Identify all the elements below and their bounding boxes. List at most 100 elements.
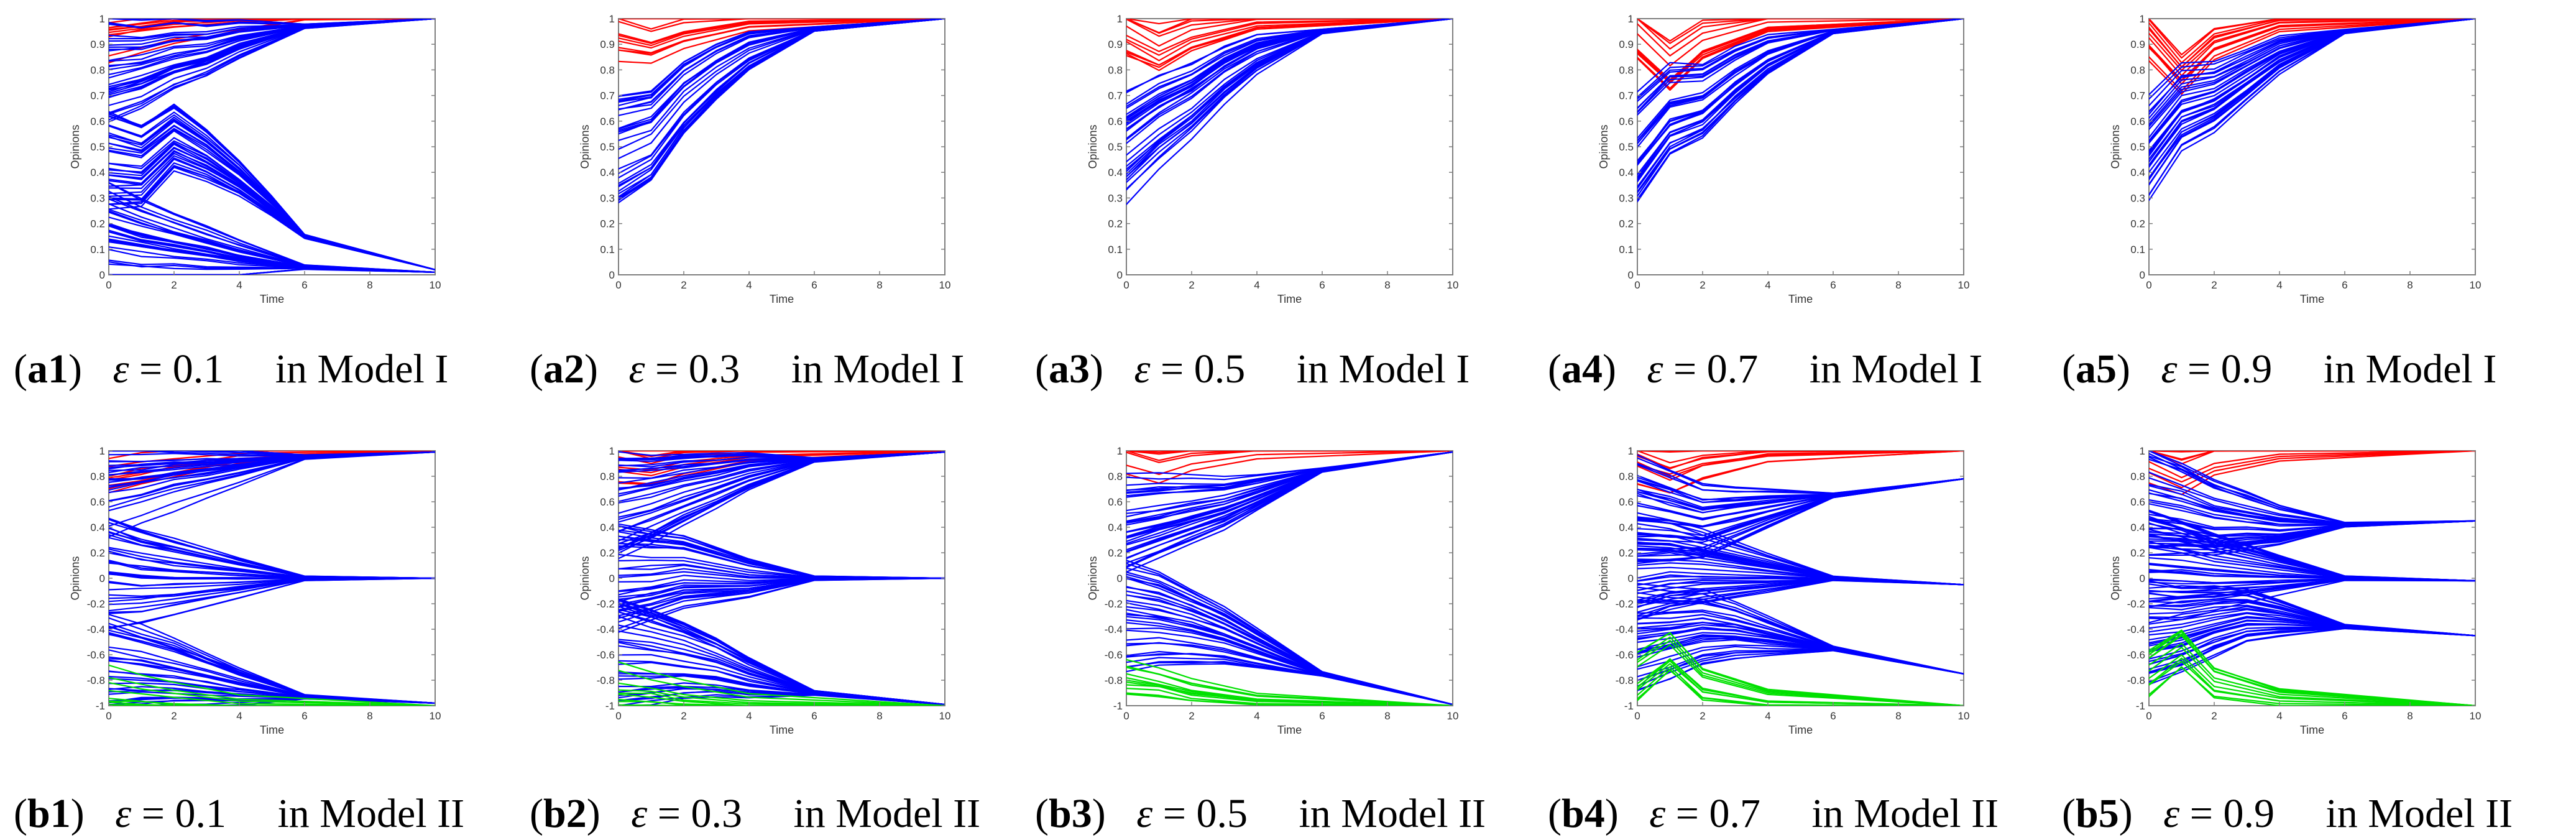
caption-close-paren: ) bbox=[1090, 346, 1134, 392]
caption-value: 0.3 bbox=[689, 346, 740, 392]
caption-suffix: in Model II bbox=[1760, 791, 1999, 836]
y-tick-label: -0.4 bbox=[597, 624, 615, 635]
trace-cluster-low bbox=[619, 675, 945, 706]
x-axis-label: Time bbox=[1277, 293, 1302, 305]
y-tick-label: 0 bbox=[609, 573, 615, 584]
x-tick-label: 6 bbox=[301, 710, 307, 722]
panel-a1: 00.10.20.30.40.50.60.70.80.910 2 4 6 8 10Time… bbox=[69, 13, 441, 305]
x-tick-label: 4 bbox=[236, 710, 242, 722]
trace-lower bbox=[2149, 633, 2475, 706]
y-tick-label: 0.5 bbox=[90, 141, 105, 153]
y-tick-label: 0.1 bbox=[1619, 244, 1634, 256]
y-tick-label: 0 bbox=[1117, 269, 1123, 281]
caption-value: 0.5 bbox=[1196, 791, 1248, 836]
y-tick-label: 0.8 bbox=[2130, 471, 2145, 482]
y-tick-label: 0.6 bbox=[600, 116, 615, 127]
trace-cluster-mid bbox=[1637, 566, 1964, 586]
y-tick-label: -0.6 bbox=[1105, 649, 1123, 661]
y-tick-label: 0.5 bbox=[1108, 141, 1123, 153]
trace-upper bbox=[2149, 19, 2475, 85]
y-tick-label: -0.8 bbox=[2127, 675, 2145, 686]
x-tick-label: 2 bbox=[2211, 279, 2217, 291]
panel-b1: -1-0.8-0.6-0.4-0.200.20.40.60.810 2 4 6 8 10T… bbox=[69, 445, 441, 736]
y-tick-label: 0.2 bbox=[600, 547, 615, 559]
y-tick-label: 1 bbox=[99, 13, 105, 25]
x-tick-label: 0 bbox=[615, 710, 621, 722]
trace-upper bbox=[1126, 19, 1453, 34]
trace-consensus bbox=[1637, 19, 1964, 190]
trace-cluster-high bbox=[109, 451, 435, 463]
y-tick-label: 0.4 bbox=[1619, 167, 1634, 178]
traces bbox=[2149, 451, 2475, 706]
y-tick-label: -0.8 bbox=[87, 675, 105, 686]
caption-equals: = bbox=[2179, 791, 2223, 836]
caption-label: a3 bbox=[1049, 346, 1090, 392]
traces bbox=[109, 19, 435, 275]
y-tick-label: 0.6 bbox=[90, 496, 105, 508]
trace-upper bbox=[1126, 19, 1453, 25]
x-tick-label: 4 bbox=[1765, 710, 1770, 722]
y-tick-label: 0 bbox=[2140, 573, 2145, 584]
caption-suffix: in Model II bbox=[742, 791, 980, 836]
caption-equals: = bbox=[129, 346, 172, 392]
caption-equals: = bbox=[1665, 791, 1709, 836]
y-axis-label: Opinions bbox=[579, 124, 591, 168]
y-tick-label: 0.8 bbox=[1108, 64, 1123, 76]
trace-upper bbox=[1126, 451, 1453, 453]
trace-upper bbox=[1126, 451, 1453, 455]
trace-upper bbox=[2149, 19, 2475, 72]
caption-epsilon: ε bbox=[631, 791, 647, 836]
trace-cluster-mid bbox=[1637, 542, 1964, 586]
x-tick-label: 8 bbox=[367, 279, 372, 291]
trace-upper bbox=[1126, 19, 1453, 62]
trace-upper bbox=[109, 451, 435, 468]
caption-value: 0.1 bbox=[175, 791, 226, 836]
trace-cluster-low bbox=[1126, 590, 1453, 706]
traces bbox=[1637, 19, 1964, 203]
caption-value: 0.3 bbox=[691, 791, 742, 836]
y-tick-label: 0.3 bbox=[1108, 192, 1123, 204]
y-axis-label: Opinions bbox=[579, 556, 591, 600]
y-tick-label: 0.4 bbox=[90, 522, 105, 533]
x-tick-label: 6 bbox=[811, 710, 817, 722]
trace-upper bbox=[619, 19, 945, 32]
x-tick-label: 8 bbox=[1384, 710, 1390, 722]
y-tick-label: 0.2 bbox=[1619, 547, 1634, 559]
y-tick-label: 0.3 bbox=[600, 192, 615, 204]
y-tick-label: 0.8 bbox=[1108, 471, 1123, 482]
y-tick-label: 0.5 bbox=[2130, 141, 2145, 153]
caption-epsilon: ε bbox=[628, 346, 645, 392]
x-tick-label: 8 bbox=[367, 710, 372, 722]
caption-b5: (b5) ε = 0.9 in Model II bbox=[2062, 791, 2513, 836]
caption-close-paren: ) bbox=[71, 791, 115, 836]
traces bbox=[109, 451, 435, 706]
y-tick-label: 0 bbox=[2140, 269, 2145, 281]
trace-upper bbox=[1126, 19, 1453, 37]
caption-open-paren: ( bbox=[530, 346, 543, 392]
y-tick-label: 0.5 bbox=[600, 141, 615, 153]
y-tick-label: 0.6 bbox=[600, 496, 615, 508]
x-tick-label: 8 bbox=[2407, 279, 2413, 291]
caption-b3: (b3) ε = 0.5 in Model II bbox=[1035, 791, 1486, 836]
caption-b1: (b1) ε = 0.1 in Model II bbox=[14, 791, 464, 836]
y-tick-label: -0.6 bbox=[1616, 649, 1634, 661]
y-tick-label: 0.8 bbox=[600, 64, 615, 76]
traces bbox=[1126, 451, 1453, 706]
x-tick-label: 6 bbox=[811, 279, 817, 291]
caption-label: b1 bbox=[27, 791, 71, 836]
panel-a2: 00.10.20.30.40.50.60.70.80.910 2 4 6 8 10Time… bbox=[579, 13, 950, 305]
trace-lower bbox=[1637, 632, 1964, 706]
plot-area bbox=[1637, 18, 1964, 275]
y-tick-label: 0.1 bbox=[2130, 244, 2145, 256]
trace-upper bbox=[2149, 451, 2475, 461]
trace-cluster-low bbox=[109, 686, 435, 704]
y-tick-label: -0.4 bbox=[87, 624, 105, 635]
caption-label: a2 bbox=[543, 346, 584, 392]
panels-layer: 00.10.20.30.40.50.60.70.80.910 2 4 6 8 10Time… bbox=[69, 13, 2481, 736]
y-tick-label: 0.4 bbox=[90, 167, 105, 178]
caption-open-paren: ( bbox=[14, 791, 27, 836]
traces bbox=[619, 19, 945, 204]
y-axis-label: Opinions bbox=[1087, 124, 1099, 168]
x-tick-label: 0 bbox=[1634, 279, 1640, 291]
y-tick-label: 0.6 bbox=[1108, 496, 1123, 508]
